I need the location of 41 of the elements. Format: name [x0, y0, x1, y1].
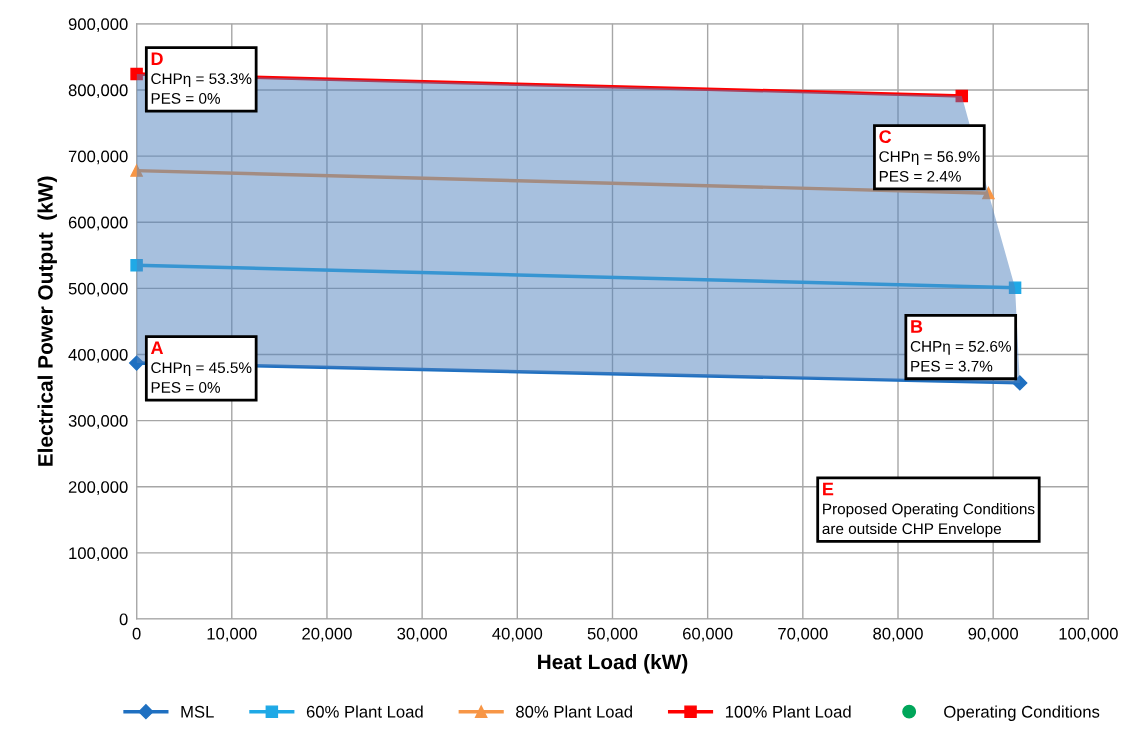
legend-label: 60% Plant Load [306, 705, 423, 718]
point [982, 186, 995, 200]
x-tick-label: 0 [132, 627, 141, 640]
y-tick-label: 400,000 [68, 348, 128, 363]
y-tick-label: 600,000 [68, 216, 128, 231]
point [129, 355, 145, 371]
x-axis-title: Heat Load (kW) [538, 653, 688, 674]
x-tick-label: 80,000 [873, 627, 923, 642]
x-tick-label: 90,000 [968, 627, 1019, 642]
y-tick-label: 300,000 [68, 415, 128, 429]
annotation: E Proposed Operating Conditions are outside CHP Envelope [822, 482, 1035, 538]
point [130, 67, 143, 81]
annotation: A CHPη = 45.5% PES = 0% [150, 341, 252, 393]
legend-label: 80% Plant Load [516, 705, 632, 718]
y-tick-label: 800,000 [68, 84, 128, 99]
x-tick-label: 40,000 [492, 627, 543, 642]
annotation: D CHPη = 53.3% PES = 0% [151, 52, 252, 104]
x-tick-label: 60,000 [683, 627, 733, 642]
point [130, 258, 143, 272]
annotation: C CHPη = 56.9% PES = 2.4% [879, 130, 980, 182]
point [1008, 281, 1022, 294]
y-tick-label: 500,000 [68, 282, 128, 297]
x-tick-label: 70,000 [778, 627, 828, 642]
legend-label: 100% Plant Load [725, 705, 851, 718]
point [955, 89, 969, 103]
y-tick-label: 700,000 [68, 150, 128, 165]
y-axis-title: Electrical Power Output (kW) [37, 176, 57, 466]
legend-label: MSL [181, 705, 214, 718]
y-tick-label: 0 [119, 613, 128, 626]
x-tick-label: 20,000 [302, 627, 352, 642]
y-tick-label: 100,000 [69, 547, 128, 562]
annotation: B CHPη = 52.6% PES = 3.7% [910, 320, 1011, 372]
x-tick-label: 30,000 [397, 627, 447, 642]
y-tick-label: 200,000 [68, 481, 128, 495]
x-tick-label: 50,000 [587, 627, 638, 642]
x-tick-label: 10,000 [207, 627, 257, 642]
x-tick-label: 100,000 [1059, 627, 1118, 642]
legend-label: Operating Conditions [944, 705, 1100, 721]
point [130, 164, 143, 177]
point [1012, 375, 1028, 391]
y-tick-label: 900,000 [68, 18, 128, 32]
